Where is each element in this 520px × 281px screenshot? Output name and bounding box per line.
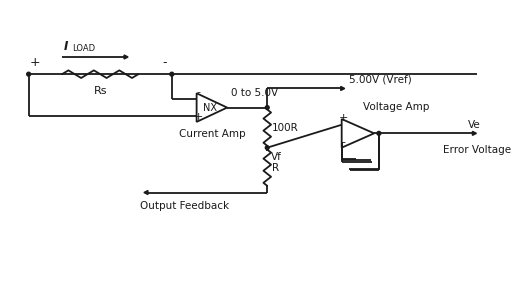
Text: 100R: 100R [272,123,299,133]
Text: Vf: Vf [271,152,282,162]
Polygon shape [341,87,345,90]
Text: Output Feedback: Output Feedback [140,201,229,211]
Text: Voltage Amp: Voltage Amp [362,102,429,112]
Text: NX: NX [203,103,217,113]
Text: Ve: Ve [467,119,480,130]
Text: Rs: Rs [94,86,107,96]
Circle shape [377,132,381,135]
Text: R: R [272,163,279,173]
Text: +: + [339,113,348,123]
Circle shape [170,72,174,76]
Text: 0 to 5.0V: 0 to 5.0V [231,88,278,98]
Text: -: - [162,56,166,69]
Text: +: + [194,112,203,122]
Text: LOAD: LOAD [72,44,96,53]
Polygon shape [124,55,128,59]
Polygon shape [144,191,148,194]
Text: -: - [197,87,201,97]
Circle shape [265,106,269,110]
Text: -: - [342,137,346,147]
Text: Error Voltage: Error Voltage [443,145,511,155]
Circle shape [27,72,31,76]
Polygon shape [473,131,476,135]
Text: I: I [64,40,68,53]
Text: Current Amp: Current Amp [178,129,245,139]
Circle shape [265,146,269,149]
Text: +: + [30,56,41,69]
Text: 5.00V (Vref): 5.00V (Vref) [349,75,412,85]
